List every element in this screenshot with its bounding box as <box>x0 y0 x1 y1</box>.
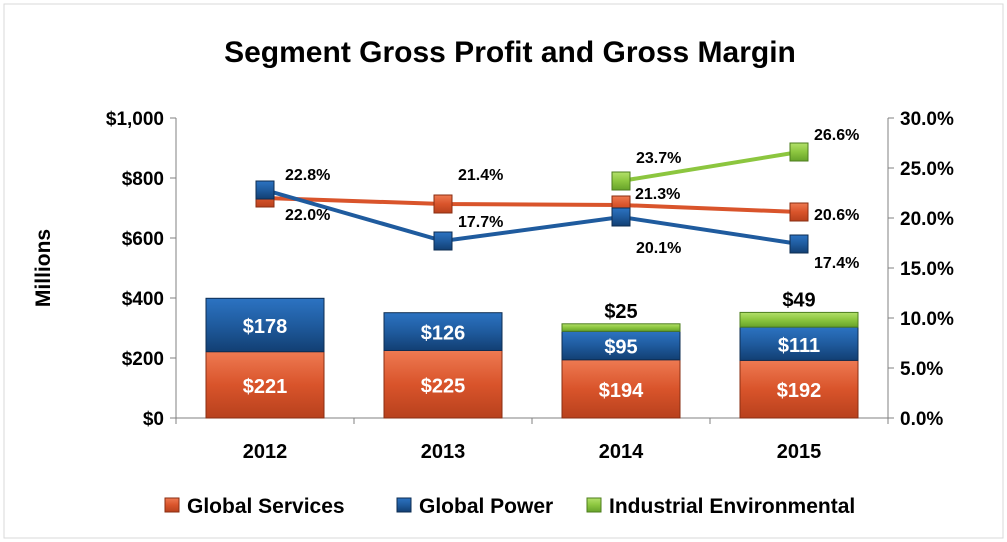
bar-global-power <box>561 330 681 361</box>
y2-tick-label: 10.0% <box>900 309 954 330</box>
margin-lines <box>255 142 809 254</box>
bar-global-services <box>383 350 503 419</box>
bar-data-label: $178 <box>243 316 288 338</box>
legend-swatch-global-power <box>396 497 412 513</box>
y2-tick-label: 5.0% <box>900 359 943 380</box>
bars <box>205 297 859 419</box>
bar-global-power <box>383 312 503 352</box>
line-global-power <box>264 188 800 246</box>
bar-data-label: $95 <box>604 337 637 359</box>
y-tick-label: $200 <box>122 349 164 370</box>
x-tick-label: 2015 <box>777 441 822 463</box>
bar-data-label: $194 <box>599 380 644 402</box>
bar-data-label: $126 <box>421 323 466 345</box>
bar-global-power <box>739 326 859 361</box>
y-tick-label: $0 <box>143 409 164 430</box>
bar-labels: $221 $178 $225 $126 $194 $95 $25 $192 $111 $49 <box>243 289 822 402</box>
legend-swatch-global-services <box>164 497 180 513</box>
bar-industrial-environmental <box>739 311 859 328</box>
bar-data-label: $192 <box>777 380 822 402</box>
y-axis-label: Millions <box>32 229 55 307</box>
chart-border <box>3 3 1004 539</box>
margin-data-label: 20.6% <box>814 207 859 224</box>
margin-data-label: 26.6% <box>814 127 859 144</box>
line-global-services <box>264 196 800 214</box>
legend-label-global-power: Global Power <box>419 495 553 518</box>
y-tick-label: $800 <box>122 169 164 190</box>
bar-data-label: $25 <box>604 301 637 323</box>
y-tick-label: $1,000 <box>106 109 164 130</box>
y2-tick-label: 30.0% <box>900 109 954 130</box>
margin-data-label: 21.3% <box>635 186 680 203</box>
line-marker <box>789 202 809 222</box>
x-tick-label: 2013 <box>421 441 466 463</box>
bar-global-power <box>205 297 325 353</box>
y2-tick-label: 15.0% <box>900 259 954 280</box>
margin-data-label: 23.7% <box>636 150 681 167</box>
y2-tick-label: 25.0% <box>900 159 954 180</box>
line-marker <box>789 142 809 162</box>
bar-data-label: $225 <box>421 375 466 397</box>
margin-data-label: 17.4% <box>814 255 859 272</box>
margin-data-label: 21.4% <box>458 167 503 184</box>
y-tick-label: $600 <box>122 229 164 250</box>
y2-tick-label: 0.0% <box>900 409 943 430</box>
margin-data-label: 17.7% <box>458 214 503 231</box>
legend: Global Services Global Power Industrial … <box>164 495 855 518</box>
margin-data-label: 22.8% <box>285 167 330 184</box>
margin-data-label: 22.0% <box>285 207 330 224</box>
line-marker <box>433 231 453 251</box>
line-marker <box>789 234 809 254</box>
bar-data-label: $49 <box>782 289 815 311</box>
margin-labels: 22.0% 21.4% 21.3% 20.6% 22.8% 17.7% 20.1% 17.4%… <box>285 127 859 272</box>
legend-swatch-industrial-environmental <box>586 497 602 513</box>
bar-industrial-environmental <box>561 323 681 332</box>
bar-data-label: $111 <box>778 335 820 357</box>
chart-title: Segment Gross Profit and Gross Margin <box>224 36 796 69</box>
x-axis-ticks: 2012 2013 2014 2015 <box>175 418 889 463</box>
y2-axis-ticks: 0.0% 5.0% 10.0% 15.0% 20.0% 25.0% 30.0% <box>888 109 954 430</box>
bar-global-services <box>739 359 859 419</box>
y2-tick-label: 20.0% <box>900 209 954 230</box>
legend-label-industrial-environmental: Industrial Environmental <box>609 495 855 518</box>
line-marker <box>611 171 631 191</box>
line-marker <box>433 194 453 214</box>
legend-label-global-services: Global Services <box>187 495 345 518</box>
bar-global-services <box>561 359 681 419</box>
y-axis-ticks: $0 $200 $400 $600 $800 $1,000 <box>106 109 176 430</box>
line-marker <box>255 180 275 200</box>
bar-data-label: $221 <box>243 376 288 398</box>
x-tick-label: 2014 <box>599 441 644 463</box>
line-industrial-environmental <box>620 150 800 183</box>
x-tick-label: 2012 <box>243 441 288 463</box>
margin-data-label: 20.1% <box>636 240 681 257</box>
y-tick-label: $400 <box>122 289 164 310</box>
bar-global-services <box>205 351 325 419</box>
line-marker <box>611 207 631 227</box>
